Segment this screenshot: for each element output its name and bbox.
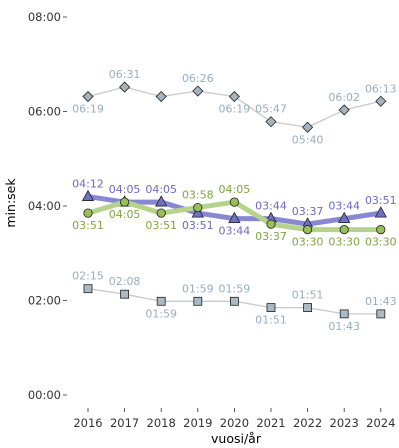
- data-label: 03:37: [292, 205, 324, 218]
- data-label: 03:51: [145, 219, 177, 232]
- data-point-circle: [83, 208, 93, 218]
- data-point-triangle: [81, 189, 95, 201]
- data-label: 03:51: [365, 194, 397, 207]
- data-point-square: [266, 303, 276, 312]
- series-group: 06:19 06:31 06:26 06:19 05:47 05:40 06:02 06:13…: [72, 68, 397, 333]
- x-axis: 2016 2017 2018 2019 2020 2021 2022 2023 2024: [73, 408, 395, 430]
- data-point-square: [193, 296, 203, 306]
- x-tick-label: 2016: [73, 416, 102, 430]
- data-label: 03:44: [328, 200, 360, 213]
- x-tick-label: 2019: [183, 416, 212, 430]
- data-point-triangle: [228, 211, 241, 224]
- data-point-square: [156, 296, 166, 306]
- data-label: 03:44: [255, 200, 287, 213]
- data-point-circle: [229, 197, 239, 207]
- x-tick-label: 2018: [147, 416, 176, 430]
- data-label: 01:59: [145, 307, 177, 320]
- data-point-square: [83, 284, 93, 294]
- data-label: 01:51: [255, 314, 287, 327]
- y-tick-label: 06:00: [28, 105, 61, 119]
- y-axis: 00:00 02:00 04:00 06:00 08:00: [28, 10, 67, 402]
- data-label: 06:02: [328, 91, 360, 104]
- series-triangle: 04:12 04:05 04:05 03:51 03:44 03:44 03:37 03:44…: [72, 178, 397, 238]
- data-point-circle: [156, 208, 166, 218]
- data-point-square: [303, 303, 313, 312]
- data-label: 02:15: [72, 270, 104, 283]
- data-point-triangle: [155, 195, 168, 207]
- data-label: 06:13: [365, 82, 397, 95]
- data-point-triangle: [338, 211, 351, 224]
- data-point-circle: [120, 197, 130, 207]
- data-point-circle: [376, 225, 386, 235]
- data-label: 04:05: [145, 183, 177, 196]
- data-label: 03:51: [72, 219, 104, 232]
- series-square: 02:15 02:08 01:59 01:59 01:59 01:51 01:51 01:43…: [72, 270, 397, 333]
- y-axis-title: min:sek: [3, 178, 18, 228]
- data-label: 06:19: [72, 103, 104, 116]
- data-label: 04:05: [109, 208, 141, 221]
- data-point-diamond: [192, 85, 204, 97]
- data-point-diamond: [302, 121, 314, 133]
- data-label: 03:44: [219, 225, 251, 238]
- x-tick-label: 2024: [366, 416, 395, 430]
- x-tick-label: 2022: [293, 416, 322, 430]
- x-tick-label: 2020: [220, 416, 249, 430]
- y-tick-label: 04:00: [28, 199, 61, 213]
- data-label: 05:47: [255, 103, 287, 116]
- data-label: 06:31: [109, 68, 141, 81]
- x-tick-label: 2021: [256, 416, 285, 430]
- data-label: 03:30: [365, 236, 397, 249]
- data-point-circle: [193, 202, 203, 213]
- data-point-circle: [339, 225, 349, 235]
- data-label: 04:05: [109, 183, 141, 196]
- x-tick-label: 2017: [110, 416, 139, 430]
- data-label: 04:05: [219, 183, 251, 196]
- data-label: 01:51: [292, 289, 324, 302]
- data-point-diamond: [119, 81, 131, 93]
- data-point-triangle: [374, 206, 387, 218]
- data-label: 05:40: [292, 133, 324, 146]
- y-tick-label: 02:00: [28, 294, 61, 308]
- data-point-circle: [302, 225, 313, 235]
- data-point-diamond: [228, 90, 240, 103]
- data-label: 03:51: [182, 219, 214, 232]
- x-tick-label: 2023: [330, 416, 359, 430]
- data-label: 03:30: [292, 236, 324, 249]
- series-circle: 03:51 04:05 03:51 03:58 04:05 03:37 03:30 03:30…: [72, 183, 397, 249]
- y-tick-label: 08:00: [28, 10, 61, 24]
- x-axis-title: vuosi/år: [211, 431, 262, 446]
- data-label: 06:19: [219, 103, 251, 116]
- data-label: 03:30: [328, 236, 360, 249]
- data-point-diamond: [155, 90, 167, 103]
- series-diamond: 06:19 06:31 06:26 06:19 05:47 05:40 06:02 06:13: [72, 68, 397, 146]
- data-point-square: [229, 296, 239, 306]
- data-point-diamond: [375, 95, 387, 107]
- data-label: 01:43: [365, 295, 397, 308]
- data-label: 04:12: [72, 178, 104, 191]
- data-label: 06:26: [182, 72, 214, 85]
- y-tick-label: 00:00: [28, 388, 61, 402]
- data-label: 01:59: [219, 282, 251, 295]
- data-point-diamond: [338, 104, 350, 116]
- data-point-square: [120, 289, 129, 299]
- data-point-circle: [266, 219, 276, 229]
- data-point-diamond: [265, 116, 277, 128]
- data-point-square: [376, 309, 386, 319]
- data-label: 03:37: [255, 230, 287, 243]
- data-label: 03:58: [182, 189, 214, 202]
- data-label: 01:43: [328, 320, 360, 333]
- data-label: 01:59: [182, 282, 214, 295]
- data-point-square: [339, 309, 349, 319]
- data-label: 02:08: [109, 275, 141, 288]
- data-point-diamond: [82, 90, 94, 103]
